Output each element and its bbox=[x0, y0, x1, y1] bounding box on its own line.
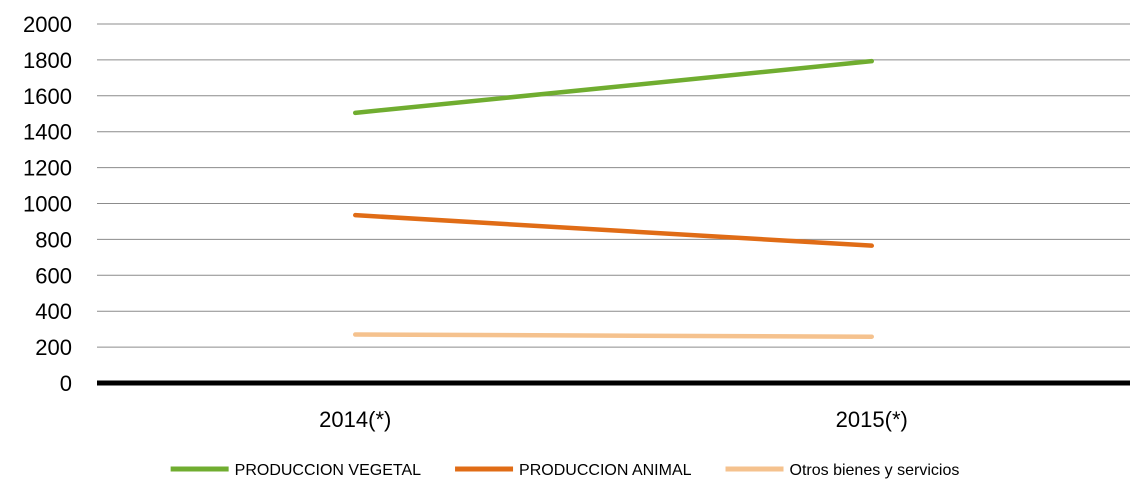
y-tick-label: 200 bbox=[35, 335, 72, 360]
y-tick-label: 1600 bbox=[23, 84, 72, 109]
series-line bbox=[353, 212, 874, 248]
series-lines bbox=[353, 58, 874, 339]
legend-item: Otros bienes y servicios bbox=[725, 462, 960, 479]
legend-item: PRODUCCION ANIMAL bbox=[455, 462, 692, 479]
y-axis-tick-labels: 0 200 400 600 800 1000 1200 1400 1600 1800 2000 bbox=[23, 12, 72, 396]
y-tick-label: 0 bbox=[60, 371, 72, 396]
series-line bbox=[353, 58, 874, 116]
y-tick-label: 1400 bbox=[23, 120, 72, 145]
legend-label: Otros bienes y servicios bbox=[790, 462, 960, 479]
legend: PRODUCCION VEGETAL PRODUCCION ANIMAL Otros… bbox=[170, 462, 960, 479]
y-tick-label: 1000 bbox=[23, 192, 72, 217]
gridlines bbox=[97, 23, 1130, 348]
y-tick-label: 1200 bbox=[23, 156, 72, 181]
y-tick-label: 2000 bbox=[23, 12, 72, 37]
legend-item: PRODUCCION VEGETAL bbox=[170, 462, 422, 479]
series-line bbox=[353, 332, 874, 339]
legend-label: PRODUCCION ANIMAL bbox=[519, 462, 692, 479]
y-tick-label: 400 bbox=[35, 299, 72, 324]
legend-label: PRODUCCION VEGETAL bbox=[235, 462, 422, 479]
x-category-label: 2015(*) bbox=[836, 407, 908, 432]
x-axis-category-labels: 2014(*) 2015(*) bbox=[319, 407, 908, 432]
y-tick-label: 800 bbox=[35, 227, 72, 252]
y-tick-label: 600 bbox=[35, 263, 72, 288]
x-category-label: 2014(*) bbox=[319, 407, 391, 432]
y-tick-label: 1800 bbox=[23, 48, 72, 73]
